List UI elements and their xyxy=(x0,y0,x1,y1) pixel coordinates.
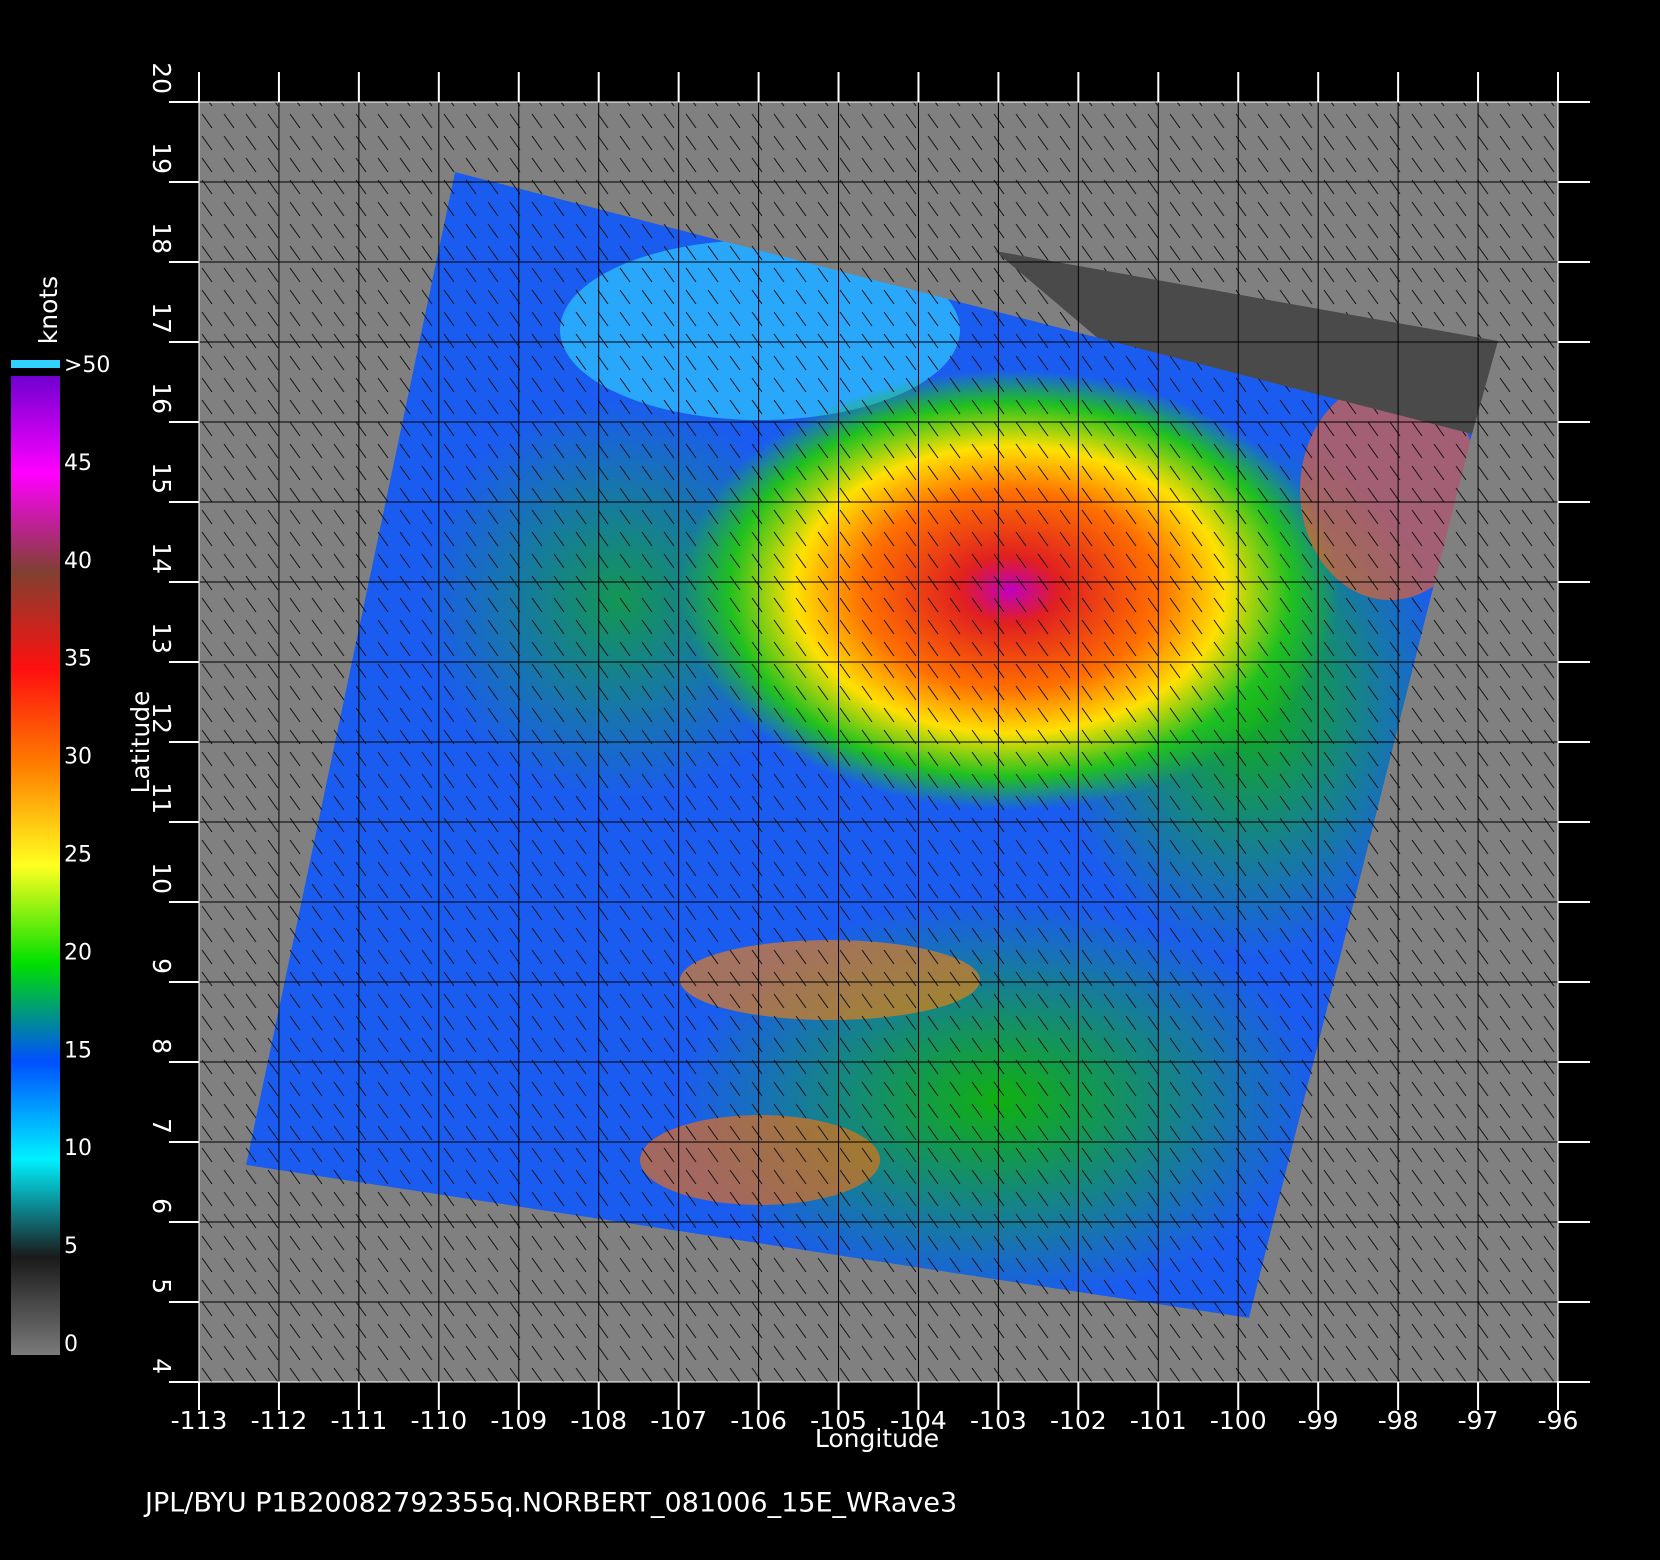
y-tick-label: 8 xyxy=(147,1038,176,1054)
colorbar-cap xyxy=(11,360,60,368)
colorbar-tick-label: 15 xyxy=(64,1038,92,1063)
y-axis-label: Latitude xyxy=(126,691,155,794)
y-tick-label: 19 xyxy=(147,142,176,174)
x-tick-label: -98 xyxy=(1378,1406,1419,1435)
x-tick-label: -103 xyxy=(970,1406,1027,1435)
y-tick-label: 16 xyxy=(147,382,176,414)
x-tick-label: -102 xyxy=(1050,1406,1107,1435)
y-tick-label: 20 xyxy=(147,62,176,94)
x-tick-label: -110 xyxy=(410,1406,467,1435)
x-tick-label: -97 xyxy=(1458,1406,1499,1435)
grid xyxy=(198,101,1559,1383)
colorbar-tick-label: 10 xyxy=(64,1136,92,1161)
x-tick-label: -107 xyxy=(650,1406,707,1435)
x-tick-label: -104 xyxy=(890,1406,947,1435)
swath xyxy=(246,172,1472,1318)
y-tick-label: 7 xyxy=(147,1118,176,1134)
y-tick-label: 13 xyxy=(147,622,176,654)
colorbar xyxy=(11,376,60,1355)
x-tick-label: -112 xyxy=(251,1406,308,1435)
y-tick-label: 17 xyxy=(147,302,176,334)
x-tick-label: -108 xyxy=(570,1406,627,1435)
colorbar-tick-label: >50 xyxy=(64,353,110,378)
colorbar-tick-label: 45 xyxy=(64,451,92,476)
y-tick-label: 15 xyxy=(147,462,176,494)
colorbar-tick-label: 0 xyxy=(64,1332,78,1357)
colorbar-tick-label: 35 xyxy=(64,647,92,672)
y-tick-label: 9 xyxy=(147,958,176,974)
y-tick-label: 5 xyxy=(147,1278,176,1294)
y-tick-label: 6 xyxy=(147,1198,176,1214)
x-tick-label: -109 xyxy=(490,1406,547,1435)
x-tick-label: -106 xyxy=(730,1406,787,1435)
x-tick-label: -96 xyxy=(1538,1406,1579,1435)
y-tick-label: 14 xyxy=(147,542,176,574)
colorbar-tick-label: 30 xyxy=(64,745,92,770)
x-tick-label: -101 xyxy=(1130,1406,1187,1435)
colorbar-tick-label: 40 xyxy=(64,549,92,574)
plot-frame xyxy=(198,101,1559,1383)
x-tick-label: -105 xyxy=(810,1406,867,1435)
x-tick-label: -111 xyxy=(331,1406,388,1435)
x-tick-label: -100 xyxy=(1210,1406,1267,1435)
colorbar-tick-label: 20 xyxy=(64,940,92,965)
x-axis-label: Longitude xyxy=(815,1424,939,1453)
colorbar-tick-label: 5 xyxy=(64,1234,78,1259)
x-tick-label: -113 xyxy=(171,1406,228,1435)
y-tick-label: 11 xyxy=(147,782,176,814)
y-tick-label: 12 xyxy=(147,702,176,734)
y-tick-label: 4 xyxy=(147,1358,176,1374)
chart-title: JPL/BYU P1B20082792355q.NORBERT_081006_1… xyxy=(143,1488,957,1519)
colorbar-tick-label: 25 xyxy=(64,843,92,868)
x-tick-label: -99 xyxy=(1298,1406,1339,1435)
y-tick-label: 18 xyxy=(147,222,176,254)
colorbar-label: knots xyxy=(34,276,63,344)
y-tick-label: 10 xyxy=(147,862,176,894)
